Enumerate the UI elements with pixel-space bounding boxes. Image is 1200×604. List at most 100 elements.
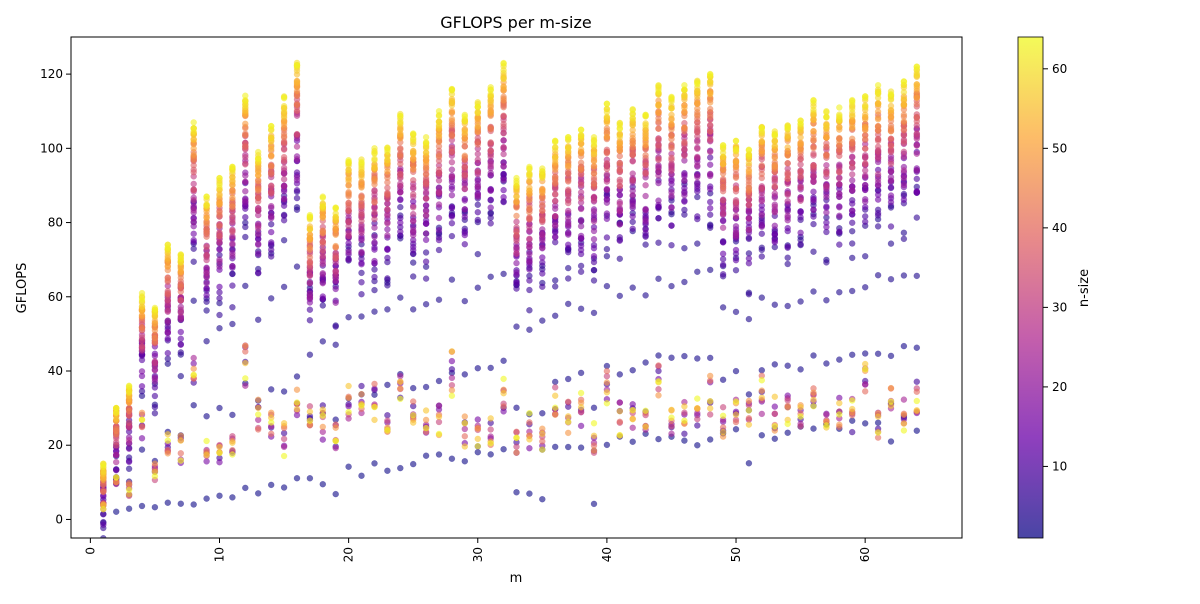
data-point	[732, 367, 740, 375]
data-point	[409, 384, 417, 392]
data-point	[642, 182, 649, 189]
data-point	[448, 107, 456, 115]
data-point	[216, 458, 223, 466]
data-point	[448, 203, 456, 211]
data-point	[280, 484, 288, 491]
data-point	[345, 199, 352, 207]
data-point	[539, 189, 546, 197]
data-point	[823, 122, 830, 129]
data-point	[112, 508, 120, 515]
data-point	[500, 445, 507, 453]
data-point	[655, 125, 662, 132]
data-point	[151, 352, 159, 360]
data-point	[719, 250, 727, 258]
data-point	[784, 197, 791, 205]
data-point	[758, 147, 766, 155]
data-point	[422, 424, 430, 432]
data-point	[267, 220, 275, 228]
data-point	[384, 275, 391, 282]
data-point	[500, 75, 507, 83]
data-point	[771, 410, 779, 417]
data-point	[668, 105, 675, 112]
data-point	[694, 129, 701, 136]
data-point	[293, 62, 301, 69]
data-point	[138, 334, 146, 341]
data-point	[345, 249, 352, 256]
data-point	[242, 348, 249, 355]
data-point	[564, 398, 572, 406]
data-point	[254, 177, 262, 185]
data-point	[887, 128, 895, 135]
data-point	[590, 404, 598, 412]
data-point	[293, 194, 301, 202]
data-point	[848, 200, 856, 207]
data-point	[745, 397, 753, 405]
data-point	[358, 249, 365, 257]
data-point	[203, 220, 210, 227]
data-point	[371, 155, 378, 163]
data-point	[397, 189, 404, 196]
data-point	[358, 290, 365, 298]
data-point	[874, 108, 882, 115]
x-tick-label: 50	[729, 547, 743, 562]
data-point	[371, 209, 378, 216]
data-point	[384, 168, 391, 175]
data-point	[642, 359, 649, 366]
data-point	[810, 389, 817, 396]
data-point	[177, 255, 185, 262]
data-point	[500, 357, 507, 365]
data-point	[823, 209, 830, 216]
data-point	[616, 418, 624, 426]
data-point	[655, 81, 662, 89]
data-point	[629, 170, 636, 177]
data-point	[125, 388, 133, 396]
x-tick-label: 10	[213, 547, 227, 562]
data-point	[345, 408, 352, 416]
data-point	[448, 158, 456, 166]
data-point	[629, 213, 636, 220]
data-point	[681, 278, 688, 286]
data-point	[229, 439, 236, 447]
data-point	[280, 195, 288, 203]
data-point	[745, 226, 753, 233]
data-point	[823, 411, 830, 418]
data-point	[810, 402, 817, 410]
data-point	[112, 415, 120, 423]
data-point	[254, 225, 262, 232]
data-point	[371, 380, 378, 388]
data-point	[629, 110, 636, 117]
data-point	[874, 209, 882, 217]
data-point	[267, 145, 275, 153]
data-point	[409, 204, 417, 211]
data-point	[797, 197, 804, 204]
data-point	[836, 104, 843, 111]
data-point	[758, 223, 766, 231]
data-point	[409, 243, 417, 251]
data-point	[836, 411, 843, 418]
data-point	[784, 429, 791, 437]
data-point	[345, 463, 352, 470]
data-point	[151, 375, 159, 383]
data-point	[474, 103, 482, 111]
data-point	[435, 177, 443, 184]
data-point	[732, 232, 740, 239]
data-point	[706, 113, 714, 121]
data-point	[513, 434, 520, 442]
data-point	[551, 378, 559, 386]
data-point	[913, 113, 921, 121]
data-point	[358, 261, 365, 268]
data-point	[371, 187, 378, 195]
y-tick-label: 0	[55, 512, 63, 526]
data-point	[448, 232, 456, 240]
data-point	[371, 403, 378, 411]
data-point	[629, 438, 636, 446]
data-point	[203, 252, 210, 259]
data-point	[487, 426, 494, 433]
data-point	[913, 94, 921, 101]
data-point	[810, 150, 817, 158]
data-point	[887, 240, 895, 247]
x-tick-label: 0	[83, 547, 97, 555]
data-point	[190, 186, 197, 194]
data-point	[784, 420, 791, 428]
data-point	[810, 352, 817, 359]
